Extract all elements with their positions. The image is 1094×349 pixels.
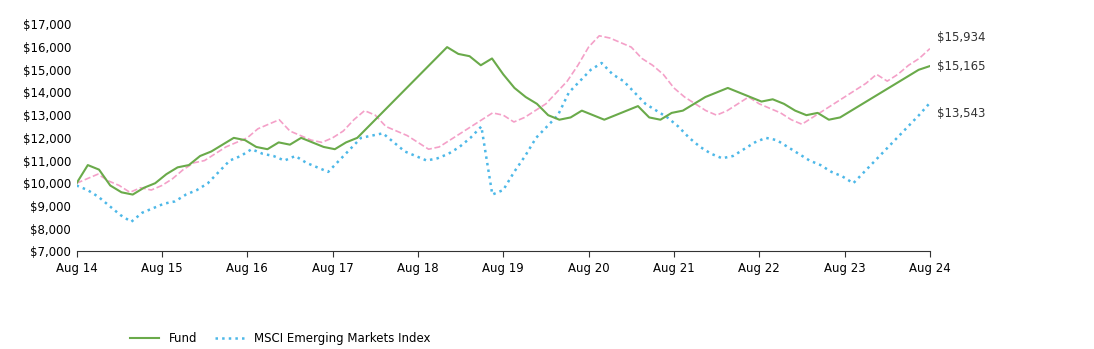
Text: $13,543: $13,543 — [936, 107, 986, 120]
Text: $15,934: $15,934 — [936, 31, 986, 44]
Text: $15,165: $15,165 — [936, 60, 986, 73]
